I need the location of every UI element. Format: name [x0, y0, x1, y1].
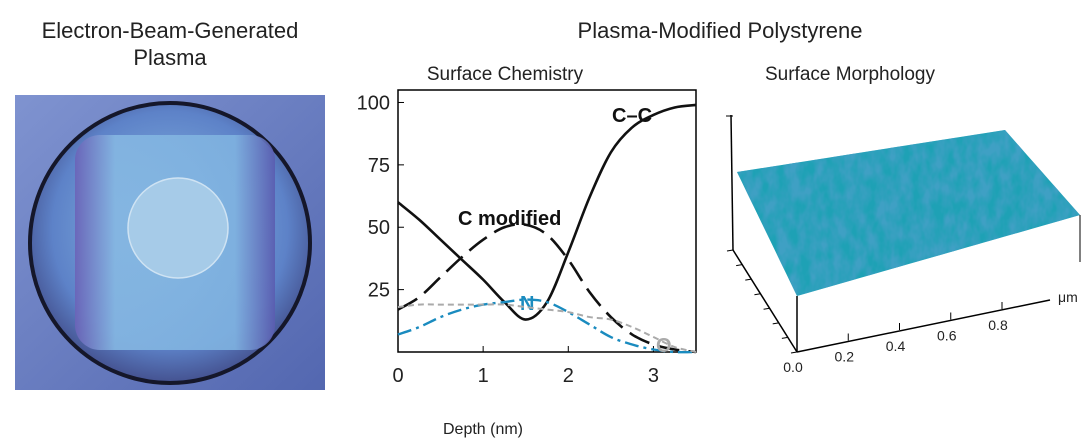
x-tick-label: 0	[392, 365, 403, 387]
morph-side-tick	[763, 307, 770, 310]
y-tick-label: 50	[368, 217, 390, 239]
morph-side-tick	[781, 336, 788, 339]
y-tick-label: 75	[368, 155, 390, 177]
morph-side-tick	[736, 264, 743, 267]
morph-side-tick	[726, 249, 734, 252]
morph-tick-label: 0.0	[783, 359, 803, 375]
morph-tick-label: 0.2	[835, 349, 855, 365]
y-tick-label: 25	[368, 280, 390, 302]
series-label: N	[520, 293, 534, 315]
morph-side-tick	[754, 293, 761, 296]
surface-plot	[726, 114, 1081, 353]
left-title: Electron-Beam-Generated	[42, 18, 299, 43]
morph-tick-label: 0.4	[886, 338, 906, 354]
line-series	[397, 298, 697, 354]
x-tick-label: 3	[648, 365, 659, 387]
morph-tick-label: 0.6	[937, 328, 957, 344]
morph-tick-label: 0.8	[988, 317, 1008, 333]
series-label: C modified	[458, 208, 561, 230]
morph-side-tick	[745, 278, 752, 281]
x-tick-label: 2	[563, 365, 574, 387]
x-tick-label: 1	[478, 365, 489, 387]
series-label: C–C	[612, 105, 652, 127]
morph-unit: μm	[1058, 289, 1078, 305]
line-series	[397, 222, 697, 354]
morphology-title: Surface Morphology	[765, 64, 936, 85]
morph-side-tick	[790, 351, 798, 354]
series-label: O	[656, 335, 672, 357]
y-tick-label: 100	[357, 92, 390, 114]
plasma-photo	[15, 95, 325, 390]
main-title: Plasma-Modified Polystyrene	[578, 18, 863, 43]
x-axis-label: Depth (nm)	[443, 421, 523, 438]
left-title: Plasma	[133, 45, 207, 70]
line-series	[397, 303, 697, 353]
morph-side-tick	[772, 322, 779, 325]
plot-frame	[397, 89, 697, 353]
chart-title: Surface Chemistry	[427, 64, 584, 85]
